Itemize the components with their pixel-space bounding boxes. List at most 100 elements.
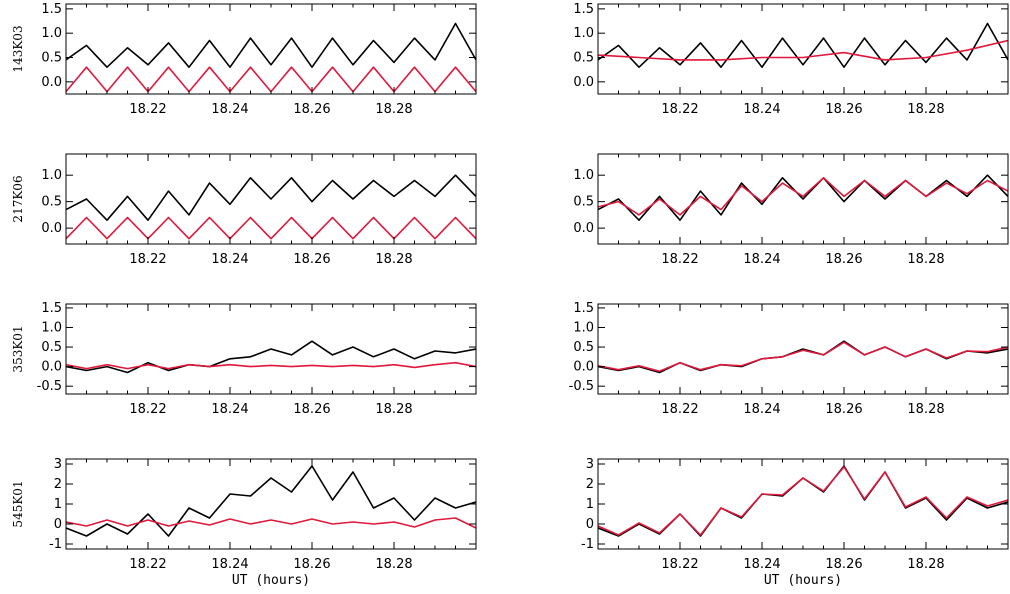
y-tick-label: 1.0 <box>41 26 62 41</box>
x-tick-label: 18.22 <box>129 402 166 417</box>
x-tick-label: 18.22 <box>661 252 698 267</box>
x-tick-label: 18.24 <box>743 102 780 117</box>
y-tick-label: 1.0 <box>41 168 62 183</box>
y-tick-label: 0 <box>586 517 594 532</box>
red-trace <box>598 341 1008 373</box>
plot-frame <box>597 458 1009 550</box>
panel-3-left: -0.5 0.0 0.5 1.0 1.5 18.22 18.24 18.26 18.28 353K… <box>11 301 477 417</box>
y-tick-label: -1 <box>581 537 594 552</box>
x-tick-label: 18.22 <box>129 102 166 117</box>
y-tick-label: 1.5 <box>573 301 594 316</box>
x-tick-label: 18.26 <box>293 557 330 572</box>
x-tick-label: 18.22 <box>661 402 698 417</box>
black-trace <box>66 174 476 221</box>
y-tick-label: 0.0 <box>573 75 594 90</box>
red-trace <box>66 361 476 370</box>
y-tick-label: 1.5 <box>41 301 62 316</box>
y-axis-label: 143K03 <box>11 25 25 72</box>
black-trace <box>598 465 1008 537</box>
y-tick-label: 2 <box>54 477 62 492</box>
x-tick-label: 18.24 <box>743 402 780 417</box>
panel-1-left: 0.0 0.5 1.0 1.5 18.22 18.24 18.26 18.28 143K03 <box>11 2 477 117</box>
y-tick-label: 0.0 <box>41 75 62 90</box>
x-tick-label: 18.24 <box>211 402 248 417</box>
x-tick-label: 18.28 <box>375 252 412 267</box>
x-tick-label: 18.24 <box>211 102 248 117</box>
red-trace <box>66 66 476 93</box>
y-tick-label: -0.5 <box>569 379 594 394</box>
y-tick-label: 0.0 <box>41 360 62 375</box>
x-tick-label: 18.28 <box>375 102 412 117</box>
x-tick-label: 18.28 <box>907 102 944 117</box>
y-tick-label: 1.0 <box>573 26 594 41</box>
red-trace <box>66 216 476 240</box>
x-tick-label: 18.24 <box>743 557 780 572</box>
black-trace <box>598 340 1008 374</box>
y-tick-label: -0.5 <box>37 379 62 394</box>
x-tick-label: 18.28 <box>907 557 944 572</box>
x-tick-label: 18.28 <box>375 402 412 417</box>
y-tick-label: 1 <box>586 497 594 512</box>
x-tick-label: 18.22 <box>661 102 698 117</box>
x-tick-label: 18.26 <box>825 557 862 572</box>
panel-4-right: -1 0 1 2 3 18.22 18.24 18.26 18.28 UT (hours) <box>581 457 1009 588</box>
y-tick-label: 1 <box>54 497 62 512</box>
y-tick-label: 1.0 <box>573 168 594 183</box>
black-trace <box>598 174 1008 221</box>
x-tick-label: 18.22 <box>661 557 698 572</box>
y-tick-label: 0.5 <box>41 340 62 355</box>
x-tick-label: 18.28 <box>907 252 944 267</box>
x-axis-label: UT (hours) <box>764 573 842 588</box>
y-axis-label: 353K01 <box>11 325 25 372</box>
y-tick-label: 1.0 <box>573 320 594 335</box>
y-tick-label: -1 <box>49 537 62 552</box>
black-trace <box>66 22 476 68</box>
panel-3-right: -0.5 0.0 0.5 1.0 1.5 18.22 18.24 18.26 18.28 <box>569 301 1009 417</box>
black-trace <box>598 22 1008 68</box>
plot-frame <box>65 458 477 550</box>
x-tick-label: 18.24 <box>211 252 248 267</box>
plot-frame <box>65 3 477 95</box>
panel-2-right: 0.0 0.5 1.0 18.22 18.24 18.26 18.28 <box>573 153 1009 267</box>
black-trace <box>66 465 476 537</box>
x-tick-label: 18.22 <box>129 557 166 572</box>
y-axis-label: 217K06 <box>11 175 25 222</box>
black-trace <box>66 340 476 374</box>
y-tick-label: 1.0 <box>41 320 62 335</box>
y-tick-label: 0.5 <box>41 195 62 210</box>
y-tick-label: 0.0 <box>573 360 594 375</box>
x-tick-label: 18.26 <box>293 402 330 417</box>
y-tick-label: 0.5 <box>573 340 594 355</box>
y-axis-label: 545K01 <box>11 480 25 527</box>
plot-frame <box>597 3 1009 95</box>
panel-2-left: 0.0 0.5 1.0 18.22 18.24 18.26 18.28 217K06 <box>11 153 477 267</box>
x-tick-label: 18.26 <box>825 102 862 117</box>
y-tick-label: 1.5 <box>573 2 594 17</box>
x-tick-label: 18.26 <box>825 252 862 267</box>
y-tick-label: 0.5 <box>573 195 594 210</box>
y-tick-label: 2 <box>586 477 594 492</box>
y-tick-label: 0.0 <box>573 221 594 236</box>
x-tick-label: 18.26 <box>825 402 862 417</box>
y-tick-label: 3 <box>54 457 62 472</box>
y-tick-label: 0 <box>54 517 62 532</box>
x-tick-label: 18.22 <box>129 252 166 267</box>
x-tick-label: 18.24 <box>211 557 248 572</box>
x-tick-label: 18.24 <box>743 252 780 267</box>
x-tick-label: 18.28 <box>375 557 412 572</box>
red-trace <box>598 39 1008 61</box>
red-trace <box>598 177 1008 216</box>
y-tick-label: 1.5 <box>41 2 62 17</box>
y-tick-label: 0.5 <box>573 51 594 66</box>
x-tick-label: 18.26 <box>293 102 330 117</box>
y-tick-label: 0.0 <box>41 221 62 236</box>
x-tick-label: 18.28 <box>907 402 944 417</box>
red-trace <box>66 517 476 529</box>
panel-1-right: 0.0 0.5 1.0 1.5 18.22 18.24 18.26 18.28 <box>573 2 1009 117</box>
y-tick-label: 0.5 <box>41 51 62 66</box>
x-axis-label: UT (hours) <box>232 573 310 588</box>
x-tick-label: 18.26 <box>293 252 330 267</box>
y-tick-label: 3 <box>586 457 594 472</box>
panel-4-left: -1 0 1 2 3 18.22 18.24 18.26 18.28 545K01 UT (hour… <box>11 457 477 588</box>
